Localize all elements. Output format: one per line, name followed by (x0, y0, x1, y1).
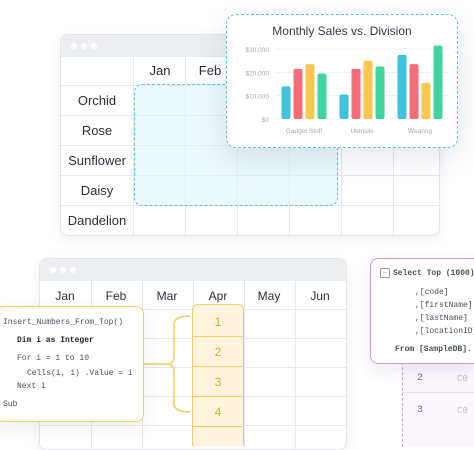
result-row-number: 2 (417, 373, 424, 384)
column-header-apr[interactable]: Apr (208, 289, 228, 303)
sql-results-area: 2 3 C0 C0 (402, 362, 474, 447)
row-label-dandelion[interactable]: Dandelion (67, 213, 127, 228)
bar-utensils-2[interactable] (363, 60, 373, 119)
window-control-dot[interactable] (60, 267, 66, 273)
chart-title: Monthly Sales vs. Division (272, 24, 412, 38)
result-row-number: 3 (417, 405, 424, 416)
bracket-connector (144, 315, 191, 413)
sql-line: ,[code] (415, 288, 449, 297)
y-tick-label: $20,000 (246, 70, 270, 77)
sql-line: Select Top (1000) (393, 269, 474, 278)
apr-cell[interactable]: 1 (214, 315, 222, 329)
bar-gadget-stuff-1[interactable] (293, 68, 303, 119)
row-label-daisy[interactable]: Daisy (80, 183, 114, 198)
sql-line: ,[lastName] (415, 314, 468, 323)
bar-utensils-0[interactable] (339, 94, 349, 120)
code-line: Dim i as Integer (17, 336, 94, 345)
apr-column-highlight[interactable]: 1 2 3 4 (192, 304, 244, 446)
x-category-label: Gadget Stuff (286, 128, 323, 135)
code-line: Next i (17, 382, 46, 391)
bar-wearing-3[interactable] (433, 45, 443, 120)
row-label-rose[interactable]: Rose (81, 123, 113, 138)
apr-cell[interactable]: 4 (214, 405, 222, 419)
column-header-feb[interactable]: Feb (198, 63, 222, 78)
result-cell: C0 (457, 406, 468, 416)
column-header-mar[interactable]: Mar (156, 289, 178, 303)
x-category-label: Wearing (408, 128, 432, 135)
sql-line: From [SampleDB]. (395, 345, 472, 354)
sql-line: ,[locationID] (415, 327, 474, 336)
window-titlebar (40, 259, 346, 281)
column-header-jan[interactable]: Jan (55, 289, 75, 303)
column-header-jan[interactable]: Jan (149, 63, 171, 78)
bar-wearing-1[interactable] (409, 64, 419, 119)
window-control-dot[interactable] (71, 43, 77, 49)
bar-gadget-stuff-2[interactable] (305, 64, 315, 119)
window-control-dot[interactable] (81, 43, 87, 49)
x-category-label: Utensils (350, 128, 374, 135)
bar-utensils-3[interactable] (375, 66, 385, 120)
row-label-sunflower[interactable]: Sunflower (68, 153, 126, 168)
bar-wearing-2[interactable] (421, 82, 431, 119)
chart-card[interactable]: Monthly Sales vs. Division $30,000 $20,00… (226, 14, 458, 148)
vba-code-card[interactable]: Insert_Numbers_From_Top() Dim i as Integ… (0, 306, 144, 422)
sql-query-card[interactable]: − Select Top (1000) ,[code] ,[firstName]… (370, 258, 474, 364)
collapse-icon[interactable]: − (380, 268, 390, 278)
bar-wearing-0[interactable] (397, 54, 407, 120)
apr-cell[interactable]: 3 (214, 375, 222, 389)
bar-utensils-1[interactable] (351, 68, 361, 119)
window-control-dot[interactable] (70, 267, 76, 273)
window-control-dot[interactable] (50, 267, 56, 273)
window-control-dot[interactable] (91, 43, 97, 49)
code-line: Sub (3, 400, 18, 409)
y-tick-label: $30,000 (246, 47, 270, 54)
row-label-orchid[interactable]: Orchid (77, 93, 117, 108)
apr-cell[interactable]: 2 (214, 345, 222, 359)
y-tick-label: $10,000 (246, 94, 270, 101)
column-header-jun[interactable]: Jun (310, 289, 330, 303)
sql-line: ,[firstName] (415, 301, 473, 310)
code-line: Cells(i, 1) .Value = i (27, 369, 133, 378)
bar-gadget-stuff-0[interactable] (281, 86, 291, 119)
result-cell: C0 (457, 374, 468, 384)
column-header-may[interactable]: May (257, 289, 281, 303)
bar-gadget-stuff-3[interactable] (317, 73, 327, 120)
column-header-feb[interactable]: Feb (105, 289, 127, 303)
y-tick-label: $0 (262, 117, 270, 124)
bar-chart: $30,000 $20,000 $10,000 $0 Gadget Stuff Utens… (246, 45, 449, 135)
code-line: For i = 1 to 10 (17, 354, 90, 363)
code-line: Insert_Numbers_From_Top() (3, 318, 124, 327)
